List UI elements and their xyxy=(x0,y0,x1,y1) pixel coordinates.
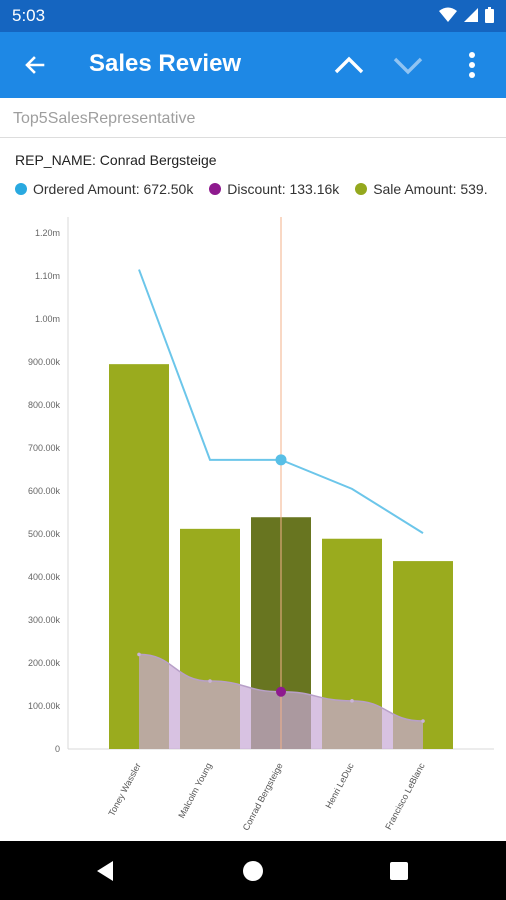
y-tick-label: 500.00k xyxy=(28,529,61,539)
report-name: Top5SalesRepresentative xyxy=(13,110,196,127)
chart-plot[interactable]: 0 100.00k 200.00k 300.00k 400.00k 500.00k 600.… xyxy=(0,139,506,841)
back-button[interactable] xyxy=(15,45,55,85)
page-title: Sales Review xyxy=(89,50,242,77)
y-tick-label: 400.00k xyxy=(28,572,61,582)
y-tick-label: 1.00m xyxy=(35,314,60,324)
nav-recents-button[interactable] xyxy=(383,855,415,887)
signal-icon xyxy=(464,8,478,22)
chart-legend: Ordered Amount: 672.50k Discount: 133.16… xyxy=(15,181,506,201)
y-tick-label: 1.10m xyxy=(35,271,60,281)
nav-home-button[interactable] xyxy=(237,855,269,887)
ordered-amount-selected-point xyxy=(275,454,287,466)
y-tick-label: 0 xyxy=(55,744,60,754)
square-recents-icon xyxy=(390,862,408,880)
tooltip-title: REP_NAME: Conrad Bergsteige xyxy=(15,152,217,168)
y-tick-label: 700.00k xyxy=(28,443,61,453)
battery-icon xyxy=(485,7,494,23)
chevron-down-icon xyxy=(393,57,423,75)
more-options-button[interactable] xyxy=(452,45,492,85)
circle-home-icon xyxy=(243,861,263,881)
legend-label: Sale Amount: 539. xyxy=(373,181,488,197)
x-category-label: Francisco LeBlanc xyxy=(383,761,427,832)
legend-item-sale-amount: Sale Amount: 539. xyxy=(355,181,488,197)
status-time: 5:03 xyxy=(12,6,46,25)
legend-item-discount: Discount: 133.16k xyxy=(209,181,339,197)
y-tick-label: 800.00k xyxy=(28,400,61,410)
nav-back-button[interactable] xyxy=(89,855,121,887)
x-category-label: Toney Wassler xyxy=(106,761,142,818)
arrow-back-icon xyxy=(25,56,45,74)
y-tick-label: 1.20m xyxy=(35,228,60,238)
legend-label: Discount: 133.16k xyxy=(227,181,340,197)
triangle-back-icon xyxy=(97,861,113,881)
discount-point xyxy=(350,699,354,703)
y-tick-label: 100.00k xyxy=(28,701,61,711)
discount-point xyxy=(137,652,141,657)
status-bar: 5:03 xyxy=(0,0,506,32)
report-name-header: Top5SalesRepresentative xyxy=(0,98,506,138)
legend-label: Ordered Amount: 672.50k xyxy=(33,181,194,197)
chevron-up-icon xyxy=(334,56,364,74)
legend-item-ordered-amount: Ordered Amount: 672.50k xyxy=(15,181,193,197)
navigation-bar xyxy=(0,841,506,900)
app-bar: Sales Review xyxy=(0,32,506,98)
discount-point xyxy=(421,719,425,723)
discount-point xyxy=(208,679,212,683)
next-button[interactable] xyxy=(388,45,428,85)
y-tick-label: 900.00k xyxy=(28,357,61,367)
legend-dot xyxy=(355,183,368,195)
more-vert-icon xyxy=(469,52,475,78)
status-icons xyxy=(439,7,494,23)
x-category-label: Conrad Bergsteige xyxy=(241,761,285,832)
legend-dot xyxy=(15,183,27,195)
x-category-label: Malcolm Young xyxy=(176,761,213,820)
previous-button[interactable] xyxy=(329,45,369,85)
y-tick-label: 300.00k xyxy=(28,615,61,625)
y-tick-label: 600.00k xyxy=(28,486,61,496)
discount-selected-point xyxy=(276,686,286,697)
y-tick-label: 200.00k xyxy=(28,658,61,668)
legend-dot xyxy=(209,183,222,195)
chart-container[interactable]: REP_NAME: Conrad Bergsteige Ordered Amou… xyxy=(0,139,506,841)
wifi-icon xyxy=(439,7,457,22)
x-category-label: Henri LeDuc xyxy=(323,761,356,810)
